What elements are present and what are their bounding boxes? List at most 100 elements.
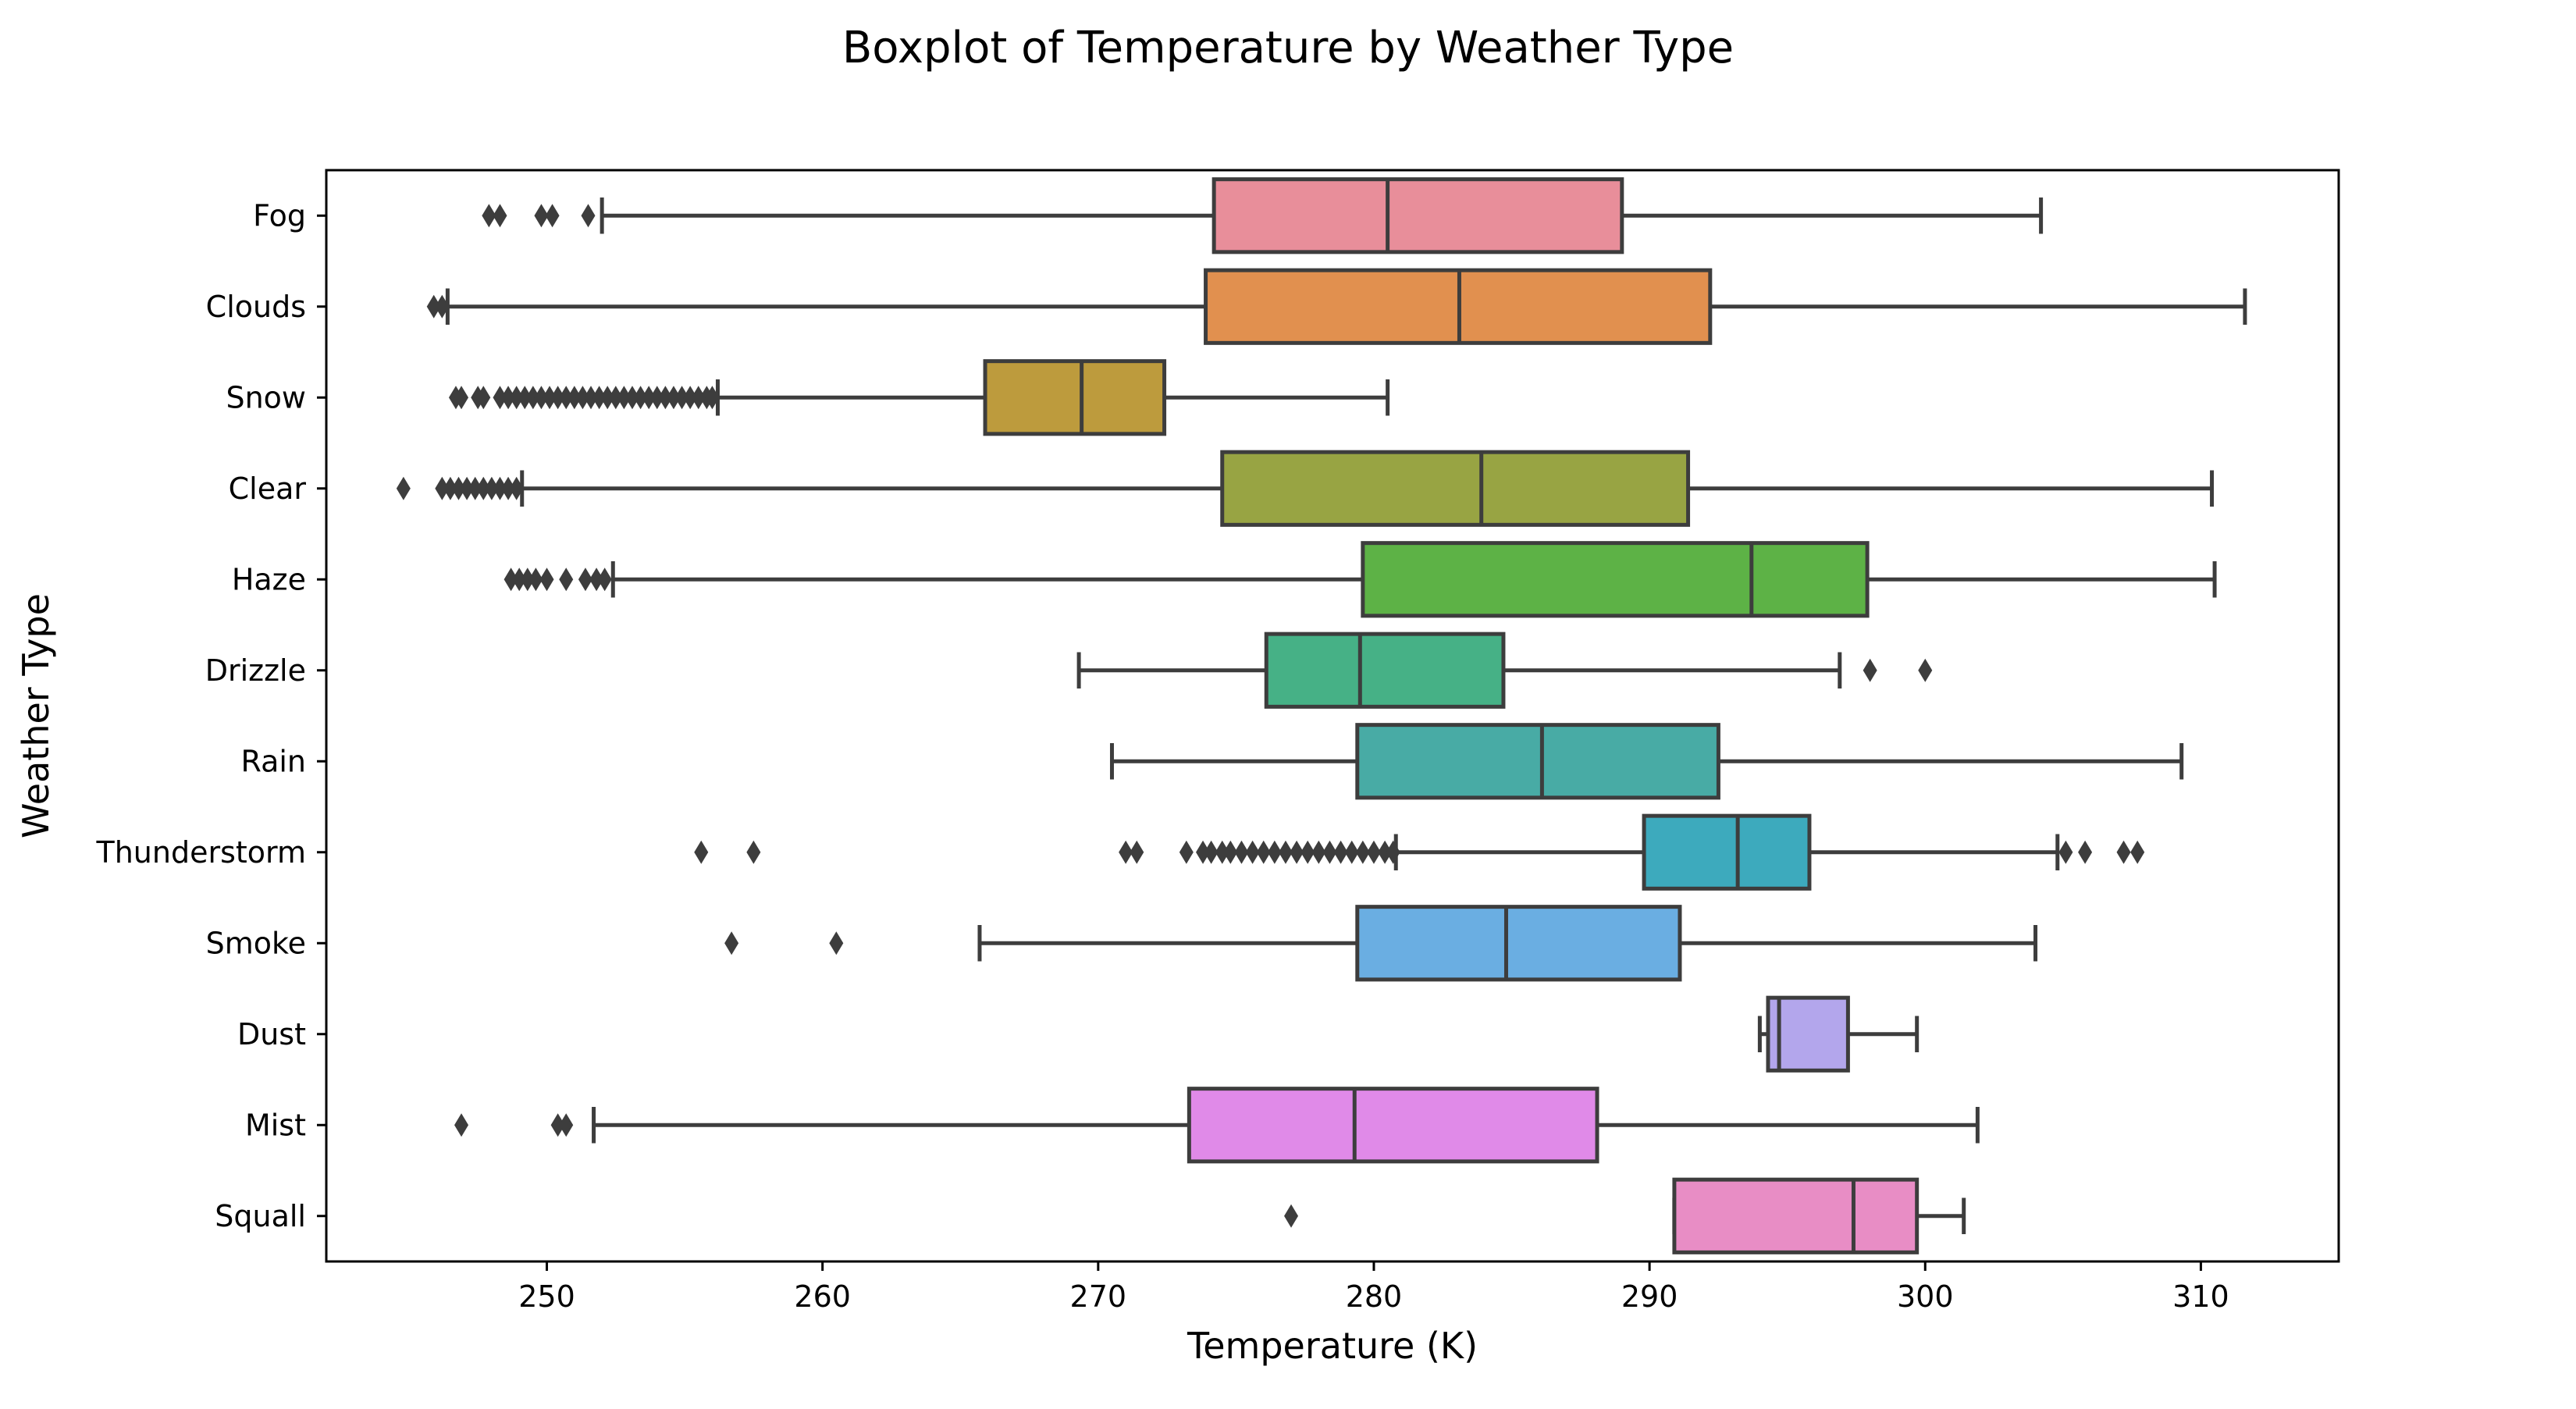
outlier-thunderstorm-14	[1290, 840, 1304, 864]
x-tick-label-290: 290	[1621, 1279, 1678, 1314]
outlier-thunderstorm-5	[1196, 840, 1211, 864]
y-tick-label-smoke: Smoke	[206, 926, 306, 960]
x-axis-label: Temperature (K)	[1187, 1325, 1478, 1367]
outlier-clear-8	[493, 476, 507, 500]
box-squall	[1672, 1177, 1920, 1254]
outlier-snow-22	[642, 386, 656, 410]
box-group-dust	[1757, 995, 1920, 1073]
outlier-clouds-1	[435, 294, 450, 318]
y-axis-label: Weather Type	[15, 593, 57, 838]
chart-title: Boxplot of Temperature by Weather Type	[842, 23, 1734, 73]
outlier-snow-20	[624, 386, 639, 410]
y-tick-label-thunderstorm: Thunderstorm	[95, 835, 306, 870]
outlier-mist-1	[550, 1113, 565, 1137]
outlier-thunderstorm-0	[694, 840, 709, 864]
y-tick-label-squall: Squall	[215, 1199, 306, 1233]
outlier-thunderstorm-20	[1355, 840, 1370, 864]
x-axis: 250 260 270 280 290 300 310	[518, 1261, 2229, 1314]
outlier-snow-11	[550, 386, 565, 410]
outlier-snow-3	[476, 386, 491, 410]
outlier-haze-0	[503, 568, 518, 592]
box-snow	[983, 359, 1167, 436]
outlier-thunderstorm-19	[1344, 840, 1359, 864]
outlier-clear-0	[396, 476, 411, 500]
outlier-snow-10	[543, 386, 557, 410]
outlier-thunderstorm-11	[1256, 840, 1271, 864]
outlier-snow-12	[559, 386, 574, 410]
box-fog	[1212, 177, 1624, 254]
outlier-snow-5	[501, 386, 516, 410]
box-rain	[1355, 723, 1720, 800]
outlier-mist-2	[559, 1113, 574, 1137]
y-tick-label-mist: Mist	[245, 1108, 306, 1142]
outlier-fog-4	[581, 204, 596, 228]
x-tick-label-260: 260	[794, 1279, 851, 1314]
outlier-thunderstorm-25	[2078, 840, 2093, 864]
outlier-snow-21	[633, 386, 648, 410]
outlier-smoke-0	[724, 931, 739, 955]
outlier-thunderstorm-16	[1311, 840, 1326, 864]
x-tick-label-250: 250	[518, 1279, 575, 1314]
outlier-clear-3	[451, 476, 466, 500]
box-drizzle	[1264, 632, 1506, 709]
outlier-snow-16	[592, 386, 607, 410]
outlier-thunderstorm-1	[746, 840, 761, 864]
y-tick-label-haze: Haze	[232, 562, 306, 596]
outlier-mist-0	[454, 1113, 469, 1137]
outlier-clear-2	[443, 476, 457, 500]
outlier-haze-1	[512, 568, 527, 592]
outlier-fog-2	[534, 204, 549, 228]
box-group-clear	[396, 450, 2215, 527]
box-group-mist	[454, 1087, 1980, 1164]
box-haze	[1361, 541, 1870, 618]
outlier-clear-6	[476, 476, 491, 500]
box-group-snow	[448, 359, 1390, 436]
outlier-thunderstorm-6	[1204, 840, 1219, 864]
outlier-snow-8	[525, 386, 540, 410]
outlier-clouds-0	[426, 294, 441, 318]
y-tick-label-snow: Snow	[226, 380, 306, 415]
x-tick-label-300: 300	[1897, 1279, 1954, 1314]
y-tick-label-rain: Rain	[241, 744, 307, 778]
box-group-smoke	[724, 905, 2038, 982]
outlier-snow-7	[518, 386, 532, 410]
outlier-smoke-1	[829, 931, 844, 955]
outlier-thunderstorm-9	[1234, 840, 1249, 864]
outlier-thunderstorm-21	[1366, 840, 1381, 864]
outlier-haze-6	[578, 568, 592, 592]
outlier-snow-24	[658, 386, 673, 410]
outlier-thunderstorm-24	[2058, 840, 2073, 864]
outlier-clear-9	[501, 476, 516, 500]
outlier-thunderstorm-8	[1223, 840, 1238, 864]
y-tick-label-dust: Dust	[237, 1017, 306, 1051]
outlier-haze-7	[589, 568, 604, 592]
outlier-haze-3	[528, 568, 543, 592]
outlier-haze-4	[539, 568, 554, 592]
outlier-drizzle-1	[1918, 658, 1933, 682]
box-group-rain	[1109, 723, 2184, 800]
box-group-fog	[482, 177, 2044, 254]
outlier-squall-0	[1284, 1204, 1299, 1228]
outlier-thunderstorm-23	[1386, 840, 1400, 864]
outlier-clear-7	[484, 476, 499, 500]
outlier-thunderstorm-2	[1119, 840, 1133, 864]
outlier-fog-3	[545, 204, 560, 228]
outlier-haze-8	[597, 568, 612, 592]
outlier-thunderstorm-3	[1130, 840, 1144, 864]
outlier-thunderstorm-17	[1322, 840, 1337, 864]
outlier-clear-5	[468, 476, 482, 500]
outlier-snow-19	[617, 386, 632, 410]
box-group-drizzle	[1076, 632, 1933, 709]
outlier-snow-27	[683, 386, 698, 410]
outlier-thunderstorm-15	[1300, 840, 1315, 864]
box-thunderstorm	[1642, 813, 1812, 891]
outlier-snow-28	[691, 386, 706, 410]
box-smoke	[1355, 905, 1682, 982]
plot-area	[396, 177, 2247, 1254]
outlier-clear-4	[460, 476, 475, 500]
outlier-drizzle-0	[1863, 658, 1877, 682]
box-group-thunderstorm	[694, 813, 2145, 891]
x-tick-label-310: 310	[2172, 1279, 2229, 1314]
box-group-squall	[1284, 1177, 1966, 1254]
